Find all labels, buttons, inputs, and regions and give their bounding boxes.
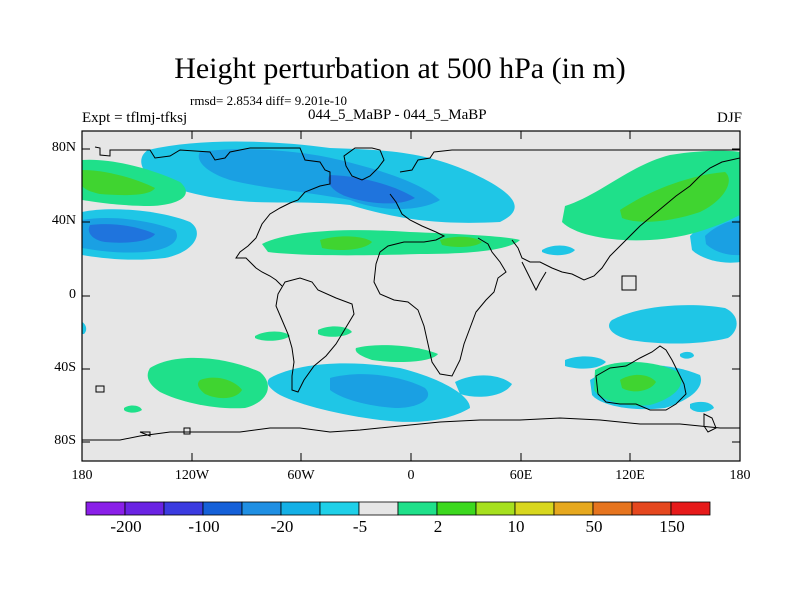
coast-small-islands bbox=[95, 385, 191, 437]
neg-region-small-1 bbox=[680, 351, 694, 359]
colorbar-label: -5 bbox=[352, 517, 368, 536]
neg-region-westpac-core bbox=[88, 224, 155, 243]
subtitle: 044_5_MaBP - 044_5_MaBP bbox=[308, 107, 487, 123]
coast-japan bbox=[621, 275, 637, 291]
pos-region-small-2 bbox=[124, 405, 142, 413]
colorbar-swatch bbox=[280, 501, 321, 516]
coastlines bbox=[82, 146, 740, 441]
axis-ticks bbox=[81, 131, 740, 461]
neg-region-edge bbox=[82, 322, 87, 334]
colorbar-swatch bbox=[241, 501, 282, 516]
colorbar-swatch bbox=[319, 501, 360, 516]
pos-region-southpac-core bbox=[197, 377, 242, 399]
neg-region-southpac-mid bbox=[330, 374, 429, 408]
colorbar-swatch bbox=[592, 501, 633, 516]
coast-new-zealand bbox=[703, 413, 717, 433]
colorbar-swatch bbox=[553, 501, 594, 516]
lon-tick-label: 60E bbox=[509, 468, 533, 483]
pos-region-atlantic-core bbox=[320, 236, 372, 250]
colorbar-label: 150 bbox=[659, 517, 685, 536]
coast-greenland bbox=[343, 147, 385, 181]
neg-region-southaus-2 bbox=[690, 401, 714, 413]
coast-north-america bbox=[94, 146, 331, 287]
map-title: Height perturbation at 500 hPa (in m) bbox=[174, 52, 626, 85]
season-label: DJF bbox=[716, 110, 742, 126]
neg-region-south-indian bbox=[565, 356, 606, 369]
colorbar-swatch bbox=[436, 501, 477, 516]
pos-region-westpac-core bbox=[82, 170, 155, 196]
pos-region-southind-core bbox=[620, 374, 656, 392]
pos-region-tropics-2 bbox=[318, 326, 352, 337]
colorbar-label: -100 bbox=[188, 517, 220, 536]
colorbar-swatch bbox=[670, 501, 711, 516]
colorbar-swatch bbox=[163, 501, 204, 516]
coast-asia bbox=[399, 149, 740, 173]
neg-region-eastpac-mid bbox=[705, 220, 740, 256]
coast-europe-africa bbox=[373, 193, 507, 377]
neg-region-indian bbox=[609, 305, 737, 344]
pos-region-samerica bbox=[355, 345, 438, 362]
lon-tick-label: 120W bbox=[174, 468, 210, 483]
lon-tick-label: 120E bbox=[615, 468, 645, 483]
lat-tick-label: 40S bbox=[54, 360, 76, 375]
neg-region-atlantic-small bbox=[542, 245, 575, 256]
experiment-label: Expt = tflmj-tfksj bbox=[82, 110, 188, 126]
colorbar-swatch bbox=[358, 501, 399, 516]
colorbar-label: -20 bbox=[270, 517, 294, 536]
colorbar-label: 10 bbox=[507, 517, 525, 536]
neg-region-southatl bbox=[455, 375, 512, 397]
coast-antarctica bbox=[82, 417, 740, 441]
neg-region-arctic-inner bbox=[328, 175, 415, 204]
colorbar-label: 50 bbox=[585, 517, 603, 536]
colorbar-swatch bbox=[397, 501, 438, 516]
contour-fields bbox=[82, 141, 740, 422]
lat-tick-label: 0 bbox=[69, 287, 76, 302]
lon-tick-label: 60W bbox=[287, 468, 315, 483]
lat-tick-label: 40N bbox=[51, 213, 76, 228]
colorbar-swatch bbox=[514, 501, 555, 516]
lat-tick-label: 80S bbox=[54, 433, 76, 448]
coast-australia bbox=[595, 345, 687, 411]
colorbar-swatch bbox=[202, 501, 243, 516]
coast-south-america bbox=[275, 277, 355, 393]
rmsd-stats: rmsd= 2.8534 diff= 9.201e-10 bbox=[190, 93, 348, 108]
colorbar-swatch bbox=[124, 501, 165, 516]
coast-east-asia bbox=[511, 157, 740, 281]
lon-tick-label: 180 bbox=[71, 468, 93, 483]
colorbar-label: 2 bbox=[433, 517, 443, 536]
pos-region-atlantic bbox=[262, 230, 520, 256]
lon-tick-label: 0 bbox=[407, 468, 415, 483]
colorbar-swatch bbox=[631, 501, 672, 516]
colorbar bbox=[85, 501, 711, 516]
pos-region-tropics bbox=[255, 331, 290, 341]
coast-india bbox=[521, 261, 547, 292]
colorbar-label: -200 bbox=[110, 517, 142, 536]
pos-region-europe-core bbox=[440, 236, 482, 247]
colorbar-swatch bbox=[475, 501, 516, 516]
colorbar-swatch bbox=[85, 501, 126, 516]
lon-tick-label: 180 bbox=[729, 468, 751, 483]
lat-tick-label: 80N bbox=[51, 140, 76, 155]
